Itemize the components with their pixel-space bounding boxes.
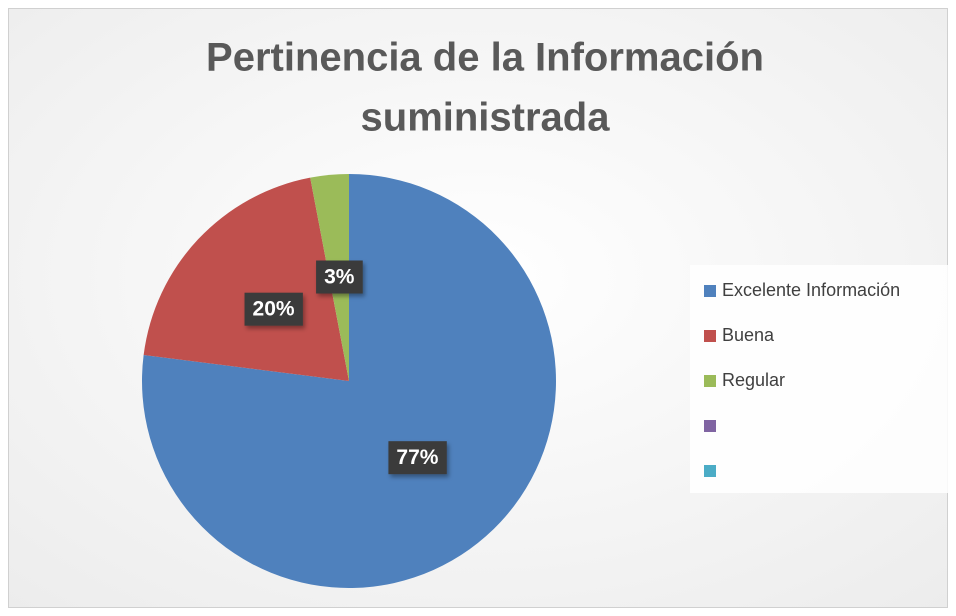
legend-swatch [704,420,716,432]
chart-title: suministrada [361,96,611,140]
legend-label: Buena [722,325,775,345]
legend-swatch [704,285,716,297]
legend-label: Excelente Información [722,280,900,300]
data-label: 3% [324,266,355,289]
legend-swatch [704,330,716,342]
pie [142,174,557,588]
data-label-box [316,260,363,294]
data-label: 77% [396,446,438,469]
legend-entries: Excelente Información Buena Regular [704,280,900,477]
legend-swatch [704,375,716,387]
pie-slice [142,174,557,588]
legend [690,265,950,493]
data-labels: 77% 20% 3% [244,260,447,475]
legend-label: Regular [722,370,785,390]
legend-swatch [704,465,716,477]
data-label-box [388,441,447,475]
data-label-box [244,292,303,326]
chart-title: Pertinencia de la Información [206,36,764,80]
data-label: 20% [253,298,295,321]
pie-slice [143,177,349,381]
